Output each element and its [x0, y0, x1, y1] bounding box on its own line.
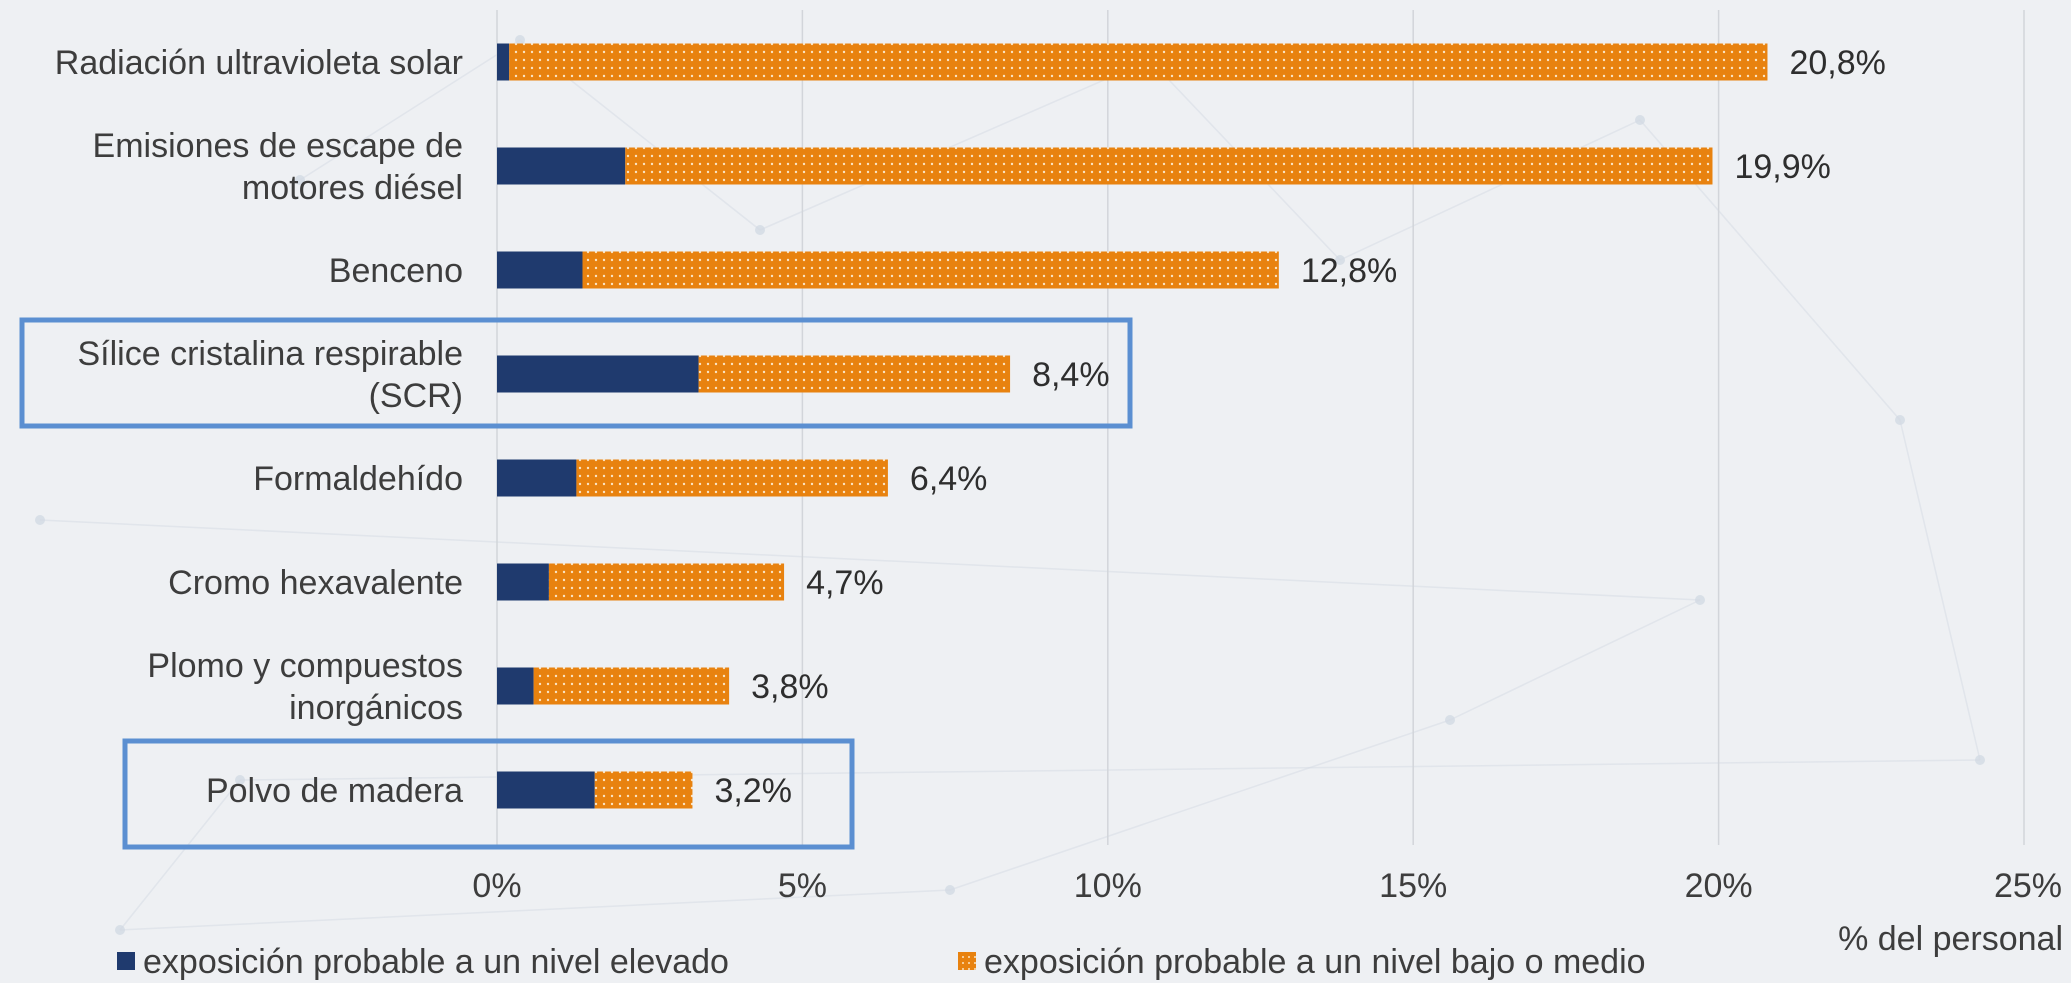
- bar-total-label: 12,8%: [1301, 252, 1397, 290]
- category-label-line: (SCR): [369, 377, 463, 415]
- bar-segment-low-medium: [582, 251, 1279, 289]
- bar-segment-high: [497, 251, 583, 289]
- legend-label: exposición probable a un nivel elevado: [143, 943, 729, 981]
- bar-segment-high: [497, 563, 549, 601]
- bar-segment-high: [497, 147, 626, 185]
- highlight-box: [19, 317, 1133, 429]
- bar-segment-low-medium: [594, 771, 693, 809]
- x-axis-title: % del personal: [1838, 920, 2063, 958]
- bar-segment-high: [497, 771, 595, 809]
- category-label-line: Benceno: [329, 252, 463, 290]
- bar-total-label: 19,9%: [1734, 148, 1830, 186]
- category-label-line: motores diésel: [242, 169, 463, 207]
- bar-segment-high: [497, 459, 577, 497]
- bg-line: [759, 59, 1151, 231]
- highlight-box: [122, 738, 855, 850]
- bar-segment-high: [497, 43, 510, 81]
- legend-swatch: [958, 952, 976, 970]
- category-label: Plomo y compuestos inorgánicos: [147, 647, 463, 727]
- bar-segment-low-medium: [698, 355, 1011, 393]
- bar-segment-low-medium: [576, 459, 888, 497]
- bg-line: [119, 779, 241, 931]
- category-label: Polvo de madera: [206, 772, 463, 810]
- category-label: Formaldehído: [253, 460, 463, 498]
- bg-line: [949, 719, 1451, 891]
- category-label: Emisiones de escape de motores diésel: [93, 127, 463, 207]
- bg-line: [39, 519, 1701, 601]
- bg-line: [299, 39, 521, 181]
- bar-segment-low-medium: [533, 667, 730, 705]
- bar-total-label: 8,4%: [1032, 356, 1110, 394]
- x-tick-label: 0%: [472, 867, 521, 905]
- legend: exposición probable a un nivel elevado ex…: [117, 943, 1646, 981]
- bar-segment-high: [497, 667, 534, 705]
- category-label-line: Plomo y compuestos: [147, 647, 463, 685]
- bar-segment-high: [497, 355, 699, 393]
- x-tick-label: 25%: [1994, 867, 2062, 905]
- category-label-line: inorgánicos: [289, 689, 463, 727]
- bar-total-label: 20,8%: [1789, 44, 1885, 82]
- bg-line: [119, 889, 951, 931]
- category-label: Radiación ultravioleta solar: [55, 44, 463, 82]
- x-tick-label: 10%: [1074, 867, 1142, 905]
- bg-line: [1449, 599, 1701, 721]
- bar-total-label: 4,7%: [806, 564, 884, 602]
- x-tick-label: 15%: [1379, 867, 1447, 905]
- data-labels: 20,8% 19,9% 12,8% 8,4% 6,4% 4,7% 3,8% 3,2%: [714, 44, 1885, 810]
- bg-line: [1339, 119, 1641, 261]
- x-tick-labels: 0% 5% 10% 15% 20% 25%: [472, 867, 2062, 905]
- bars: [497, 43, 1768, 809]
- bar-segment-low-medium: [509, 43, 1768, 81]
- x-tick-label: 5%: [778, 867, 827, 905]
- legend-label: exposición probable a un nivel bajo o me…: [984, 943, 1646, 981]
- bar-segment-low-medium: [548, 563, 785, 601]
- category-label-line: Emisiones de escape de: [93, 127, 463, 165]
- bar-total-label: 3,2%: [714, 772, 792, 810]
- category-label-line: Cromo hexavalente: [168, 564, 463, 602]
- highlight-boxes: [19, 317, 1133, 850]
- category-label: Benceno: [329, 252, 463, 290]
- bar-segment-low-medium: [625, 147, 1713, 185]
- category-labels: Radiación ultravioleta solar Emisiones de…: [55, 44, 463, 810]
- category-label-line: Radiación ultravioleta solar: [55, 44, 463, 82]
- category-label: Cromo hexavalente: [168, 564, 463, 602]
- bar-total-label: 6,4%: [910, 460, 988, 498]
- category-label: Sílice cristalina respirable (SCR): [78, 335, 464, 415]
- category-label-line: Formaldehído: [253, 460, 463, 498]
- category-label-line: Sílice cristalina respirable: [78, 335, 464, 373]
- x-tick-label: 20%: [1685, 867, 1753, 905]
- bg-line: [1899, 419, 1981, 761]
- category-label-line: Polvo de madera: [206, 772, 463, 810]
- bar-total-label: 3,8%: [751, 668, 829, 706]
- legend-swatch: [117, 952, 135, 970]
